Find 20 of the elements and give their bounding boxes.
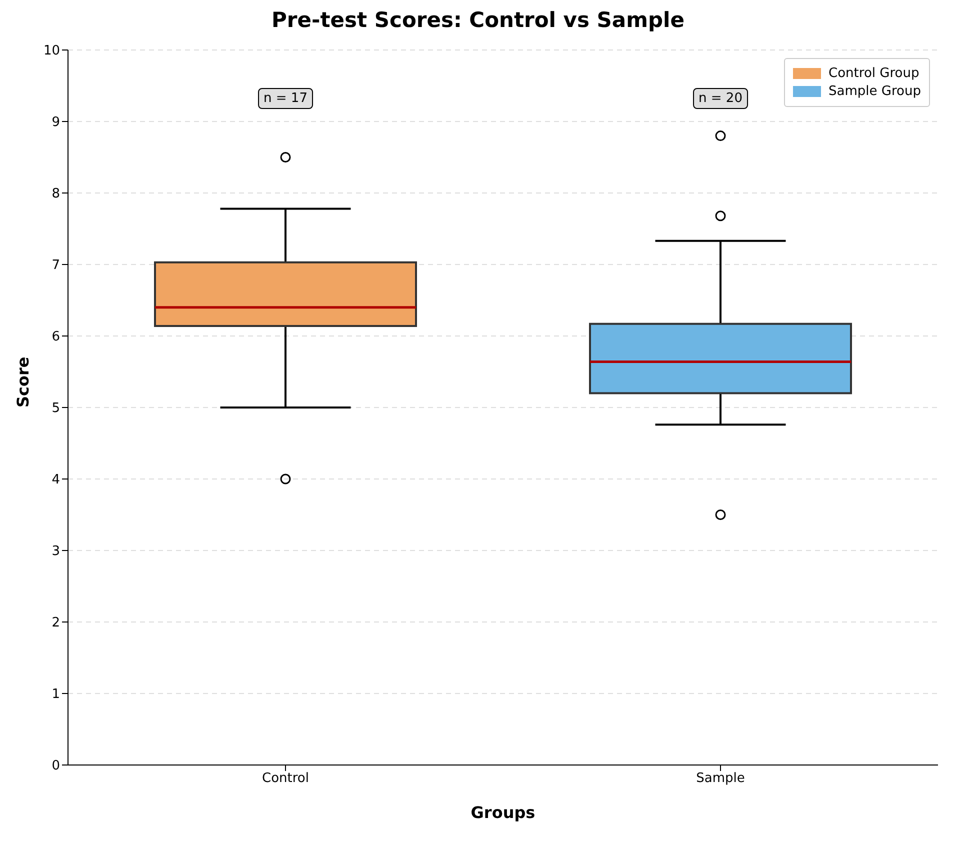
y-tick-label: 6 [52, 330, 60, 345]
y-tick-label: 2 [52, 616, 60, 631]
x-tick-label: Control [262, 771, 309, 786]
chart-title: Pre-test Scores: Control vs Sample [270, 8, 686, 32]
y-tick-label: 7 [52, 258, 60, 274]
legend-label: Control Group [828, 66, 920, 81]
legend-label: Sample Group [828, 84, 921, 99]
y-tick-label: 9 [52, 115, 60, 130]
annotation: n = 17 [258, 88, 314, 109]
y-tick-label: 8 [52, 186, 60, 202]
y-tick-label: 0 [52, 758, 60, 774]
annotation: n = 20 [692, 88, 748, 109]
x-tick-label: Sample [696, 771, 745, 786]
y-tick-label: 1 [52, 687, 60, 702]
y-axis-title: Score [14, 356, 33, 408]
y-tick-label: 4 [52, 472, 60, 488]
y-tick-label: 5 [52, 401, 60, 416]
y-tick-label: 10 [43, 44, 60, 59]
x-axis-title: Groups [470, 803, 536, 822]
y-tick-label: 3 [52, 544, 60, 560]
